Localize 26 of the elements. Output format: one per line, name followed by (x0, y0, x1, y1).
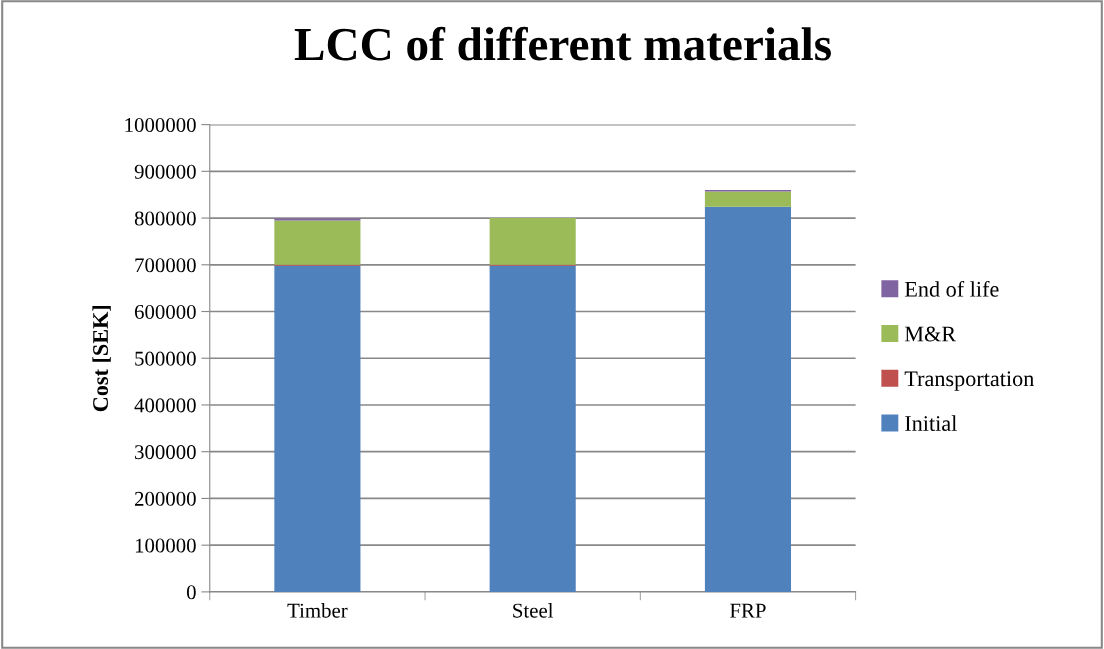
y-tick-label: 800000 (134, 211, 196, 226)
x-tick-label: FRP (730, 603, 766, 618)
y-tick-label: 600000 (134, 304, 196, 319)
y-tick-label: 200000 (134, 491, 196, 506)
y-tick-label: 700000 (135, 258, 196, 273)
legend-label: Transportation (904, 371, 1034, 391)
y-tick-label: 0 (186, 585, 196, 600)
y-tick-label: 900000 (134, 164, 196, 179)
y-axis-title: Cost [SEK] (92, 305, 111, 412)
y-tick-label: 500000 (135, 351, 196, 366)
bar (704, 191, 792, 207)
x-tick-label: Timber (287, 603, 348, 618)
bar (704, 206, 792, 592)
bar (274, 265, 361, 592)
legend-label: Initial (905, 415, 957, 431)
bar (489, 218, 576, 265)
y-tick-label: 1000000 (125, 117, 196, 133)
x-tick-label: Steel (513, 603, 554, 618)
y-tick-label: 100000 (135, 538, 196, 553)
y-tick-label: 300000 (135, 445, 196, 460)
y-tick-label: 400000 (134, 398, 196, 413)
bar (489, 265, 576, 592)
legend-label: End of life (904, 280, 999, 297)
legend-label: M&R (904, 326, 957, 342)
bar (274, 220, 361, 265)
chart-title: LCC of different materials (294, 26, 831, 61)
